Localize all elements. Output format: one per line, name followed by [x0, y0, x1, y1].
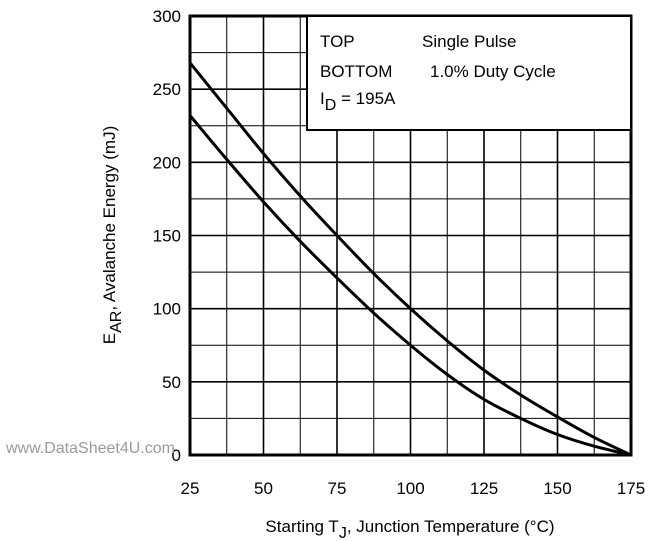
y-axis-title-main: E: [100, 333, 119, 344]
y-tick-label: 300: [153, 7, 181, 26]
y-axis-title: EAR, Avalanche Energy (mJ): [100, 126, 125, 344]
legend-frame: [306, 15, 632, 131]
x-axis-title-sub: J: [339, 525, 347, 541]
legend-current-rest: = 195A: [336, 89, 396, 108]
legend-bottom-key: BOTTOM: [320, 62, 392, 81]
y-axis-title-rest: , Avalanche Energy (mJ): [100, 126, 119, 311]
x-tick-label: 75: [328, 479, 347, 498]
series-line-top: [188, 61, 632, 457]
y-tick-labels: 0 50 100 150 200 250 300: [153, 7, 181, 465]
legend-current: ID = 195A: [320, 89, 396, 114]
y-tick-label: 150: [153, 227, 181, 246]
x-tick-label: 175: [617, 479, 645, 498]
legend-top-key: TOP: [320, 32, 355, 51]
legend-top-value: Single Pulse: [422, 32, 517, 51]
y-tick-label: 200: [153, 153, 181, 172]
y-tick-label: 100: [153, 300, 181, 319]
y-axis-title-sub: AR: [108, 311, 125, 333]
x-tick-label: 25: [181, 479, 200, 498]
x-axis-title-rest: , Junction Temperature (°C): [347, 517, 555, 536]
y-tick-label: 250: [153, 80, 181, 99]
legend-box: TOP Single Pulse BOTTOM 1.0% Duty Cycle …: [306, 15, 632, 131]
watermark: www.DataSheet4U.com: [5, 440, 175, 457]
legend-current-sub: D: [325, 97, 337, 114]
legend-current-prefix: I: [320, 89, 325, 108]
y-tick-label: 50: [162, 373, 181, 392]
x-tick-label: 150: [543, 479, 571, 498]
y-tick-label: 0: [172, 446, 181, 465]
x-axis-title: Starting TJ, Junction Temperature (°C): [265, 517, 554, 541]
x-axis-title-main: Starting T: [265, 517, 338, 536]
x-tick-label: 125: [470, 479, 498, 498]
x-tick-label: 50: [254, 479, 273, 498]
series-line-bottom: [188, 114, 632, 457]
legend-bottom-value: 1.0% Duty Cycle: [430, 62, 556, 81]
series-lines: [188, 61, 632, 457]
x-tick-labels: 25 50 75 100 125 150 175: [181, 479, 646, 498]
x-tick-label: 100: [396, 479, 424, 498]
